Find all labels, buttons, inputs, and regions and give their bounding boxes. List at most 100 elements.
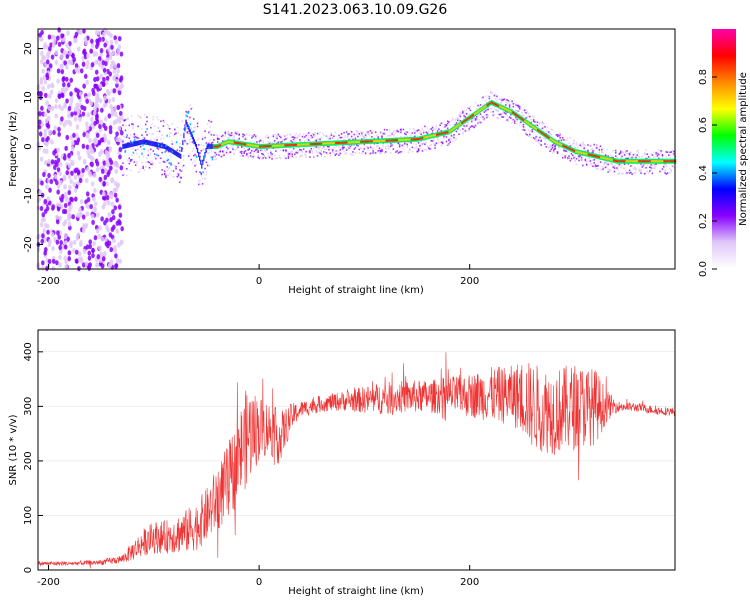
spectrogram-ridge-core	[591, 154, 594, 157]
spectrogram-ridge-core	[654, 160, 657, 163]
spectrogram-cell	[67, 105, 72, 112]
spectrogram-cell	[427, 130, 430, 132]
spectrogram-cell	[516, 104, 518, 107]
spectrogram-ridge-core	[281, 144, 283, 147]
spectrogram-cell	[328, 148, 330, 151]
spectrogram-cell	[258, 138, 261, 141]
spectrogram-cell	[425, 148, 427, 151]
spectrogram-ridge-band	[176, 151, 179, 157]
spectrogram-ridge-band	[172, 149, 174, 155]
spectrogram-ridge-core	[308, 143, 310, 146]
spectrogram-cell	[657, 157, 660, 160]
spectrogram-cell	[402, 128, 405, 131]
spectrogram-ridge-core	[342, 141, 344, 144]
spectrogram-cell	[57, 27, 61, 33]
spectrogram-cell	[131, 123, 133, 125]
spectrogram-cell	[551, 152, 554, 154]
spectrogram-cell	[429, 144, 431, 147]
spectrogram-ridge-core	[516, 114, 518, 117]
spectrogram-cell	[142, 155, 144, 158]
spectrogram-ridge-band	[182, 140, 184, 146]
spectrogram-cell	[229, 133, 232, 135]
spectrogram-cell	[90, 213, 95, 219]
spectrogram-cell	[237, 139, 239, 141]
spectrogram-cell	[189, 104, 191, 107]
spectrogram-cell	[158, 157, 161, 160]
spectrogram-ridge-band	[174, 150, 177, 156]
spectrogram-cell	[518, 107, 521, 110]
spectrogram-cell	[265, 136, 267, 139]
spectrogram-cell	[301, 135, 304, 138]
spectrogram-cell	[601, 150, 603, 153]
spectrogram-ridge-core	[392, 139, 395, 142]
spectrogram-ridge-core	[462, 121, 464, 124]
spectrogram-cell	[506, 102, 508, 104]
spectrogram-cell	[482, 116, 484, 118]
spectrogram-cell	[320, 150, 323, 153]
spectrogram-cell	[433, 142, 435, 145]
spectrogram-cell	[311, 152, 314, 154]
spectrogram-ridge-band	[162, 143, 164, 149]
spectrogram-cell	[582, 164, 584, 167]
spectrogram-cell	[628, 153, 631, 156]
spectrogram-cell	[79, 239, 83, 246]
spectrogram-ridge-band	[148, 140, 150, 146]
spectrogram-cell	[192, 130, 195, 133]
spectrogram-cell	[673, 153, 675, 155]
spectrogram-ridge-core	[266, 145, 268, 148]
spectrogram-ridge-core	[648, 160, 650, 163]
spectrogram-cell	[67, 256, 72, 262]
spectrogram-ridge-core	[341, 141, 343, 144]
spectrogram-cell	[172, 134, 175, 137]
spectrogram-cell	[49, 89, 54, 95]
spectrogram-cell	[95, 212, 100, 218]
spectrogram-ridge-core	[306, 143, 308, 146]
spectrogram-cell	[671, 165, 674, 167]
spectrogram-cell	[307, 136, 310, 139]
spectrogram-cell	[46, 115, 51, 122]
spectrogram-cell	[42, 44, 47, 50]
spectrogram-cell	[340, 136, 343, 139]
spectrogram-cell	[86, 60, 90, 66]
spectrogram-cell	[367, 149, 369, 152]
spectrogram-cell	[177, 131, 180, 134]
spectrogram-cell	[537, 139, 540, 142]
spectrogram-ridge-core	[183, 128, 185, 131]
spectrogram-ridge-core	[631, 160, 634, 163]
spectrogram-cell	[364, 132, 367, 135]
spectrogram-cell	[300, 149, 302, 151]
spectrogram-cell	[383, 133, 386, 135]
spectrogram-ridge-core	[439, 133, 441, 136]
spectrogram-cell	[492, 110, 494, 113]
spectrogram-cell	[457, 128, 459, 130]
spectrogram-cell	[645, 152, 647, 155]
spectrogram-ridge-core	[201, 159, 203, 162]
spectrogram-cell	[139, 145, 142, 148]
spectrogram-ridge-core	[634, 160, 637, 163]
spectrogram-cell	[184, 140, 186, 142]
spectrogram-cell	[128, 157, 131, 160]
spectrogram-cell	[652, 167, 655, 170]
spectrogram-cell	[481, 97, 483, 99]
spectrogram-cell	[444, 135, 446, 137]
spectrogram-ridge-core	[315, 142, 318, 145]
spectrogram-cell	[252, 135, 254, 138]
spectrogram-cell	[496, 109, 498, 111]
spectrogram-ridge-core	[581, 151, 583, 154]
spectrogram-cell	[392, 148, 395, 150]
spectrogram-cell	[112, 68, 117, 75]
spectrogram-cell	[192, 147, 195, 150]
spectrogram-cell	[668, 172, 670, 175]
spectrogram-cell	[88, 171, 92, 177]
spectrogram-cell	[85, 132, 90, 138]
spectrogram-cell	[107, 200, 111, 206]
spectrogram-ridge-band	[167, 146, 169, 152]
spectrogram-cell	[271, 141, 273, 144]
spectrogram-cell	[422, 130, 425, 133]
spectrogram-cell	[302, 148, 305, 150]
spectrogram-cell	[587, 150, 589, 153]
spectrogram-cell	[593, 149, 596, 152]
spectrogram-cell	[152, 150, 155, 152]
spectrogram-cell	[560, 139, 563, 142]
spectrogram-cell	[161, 173, 163, 176]
